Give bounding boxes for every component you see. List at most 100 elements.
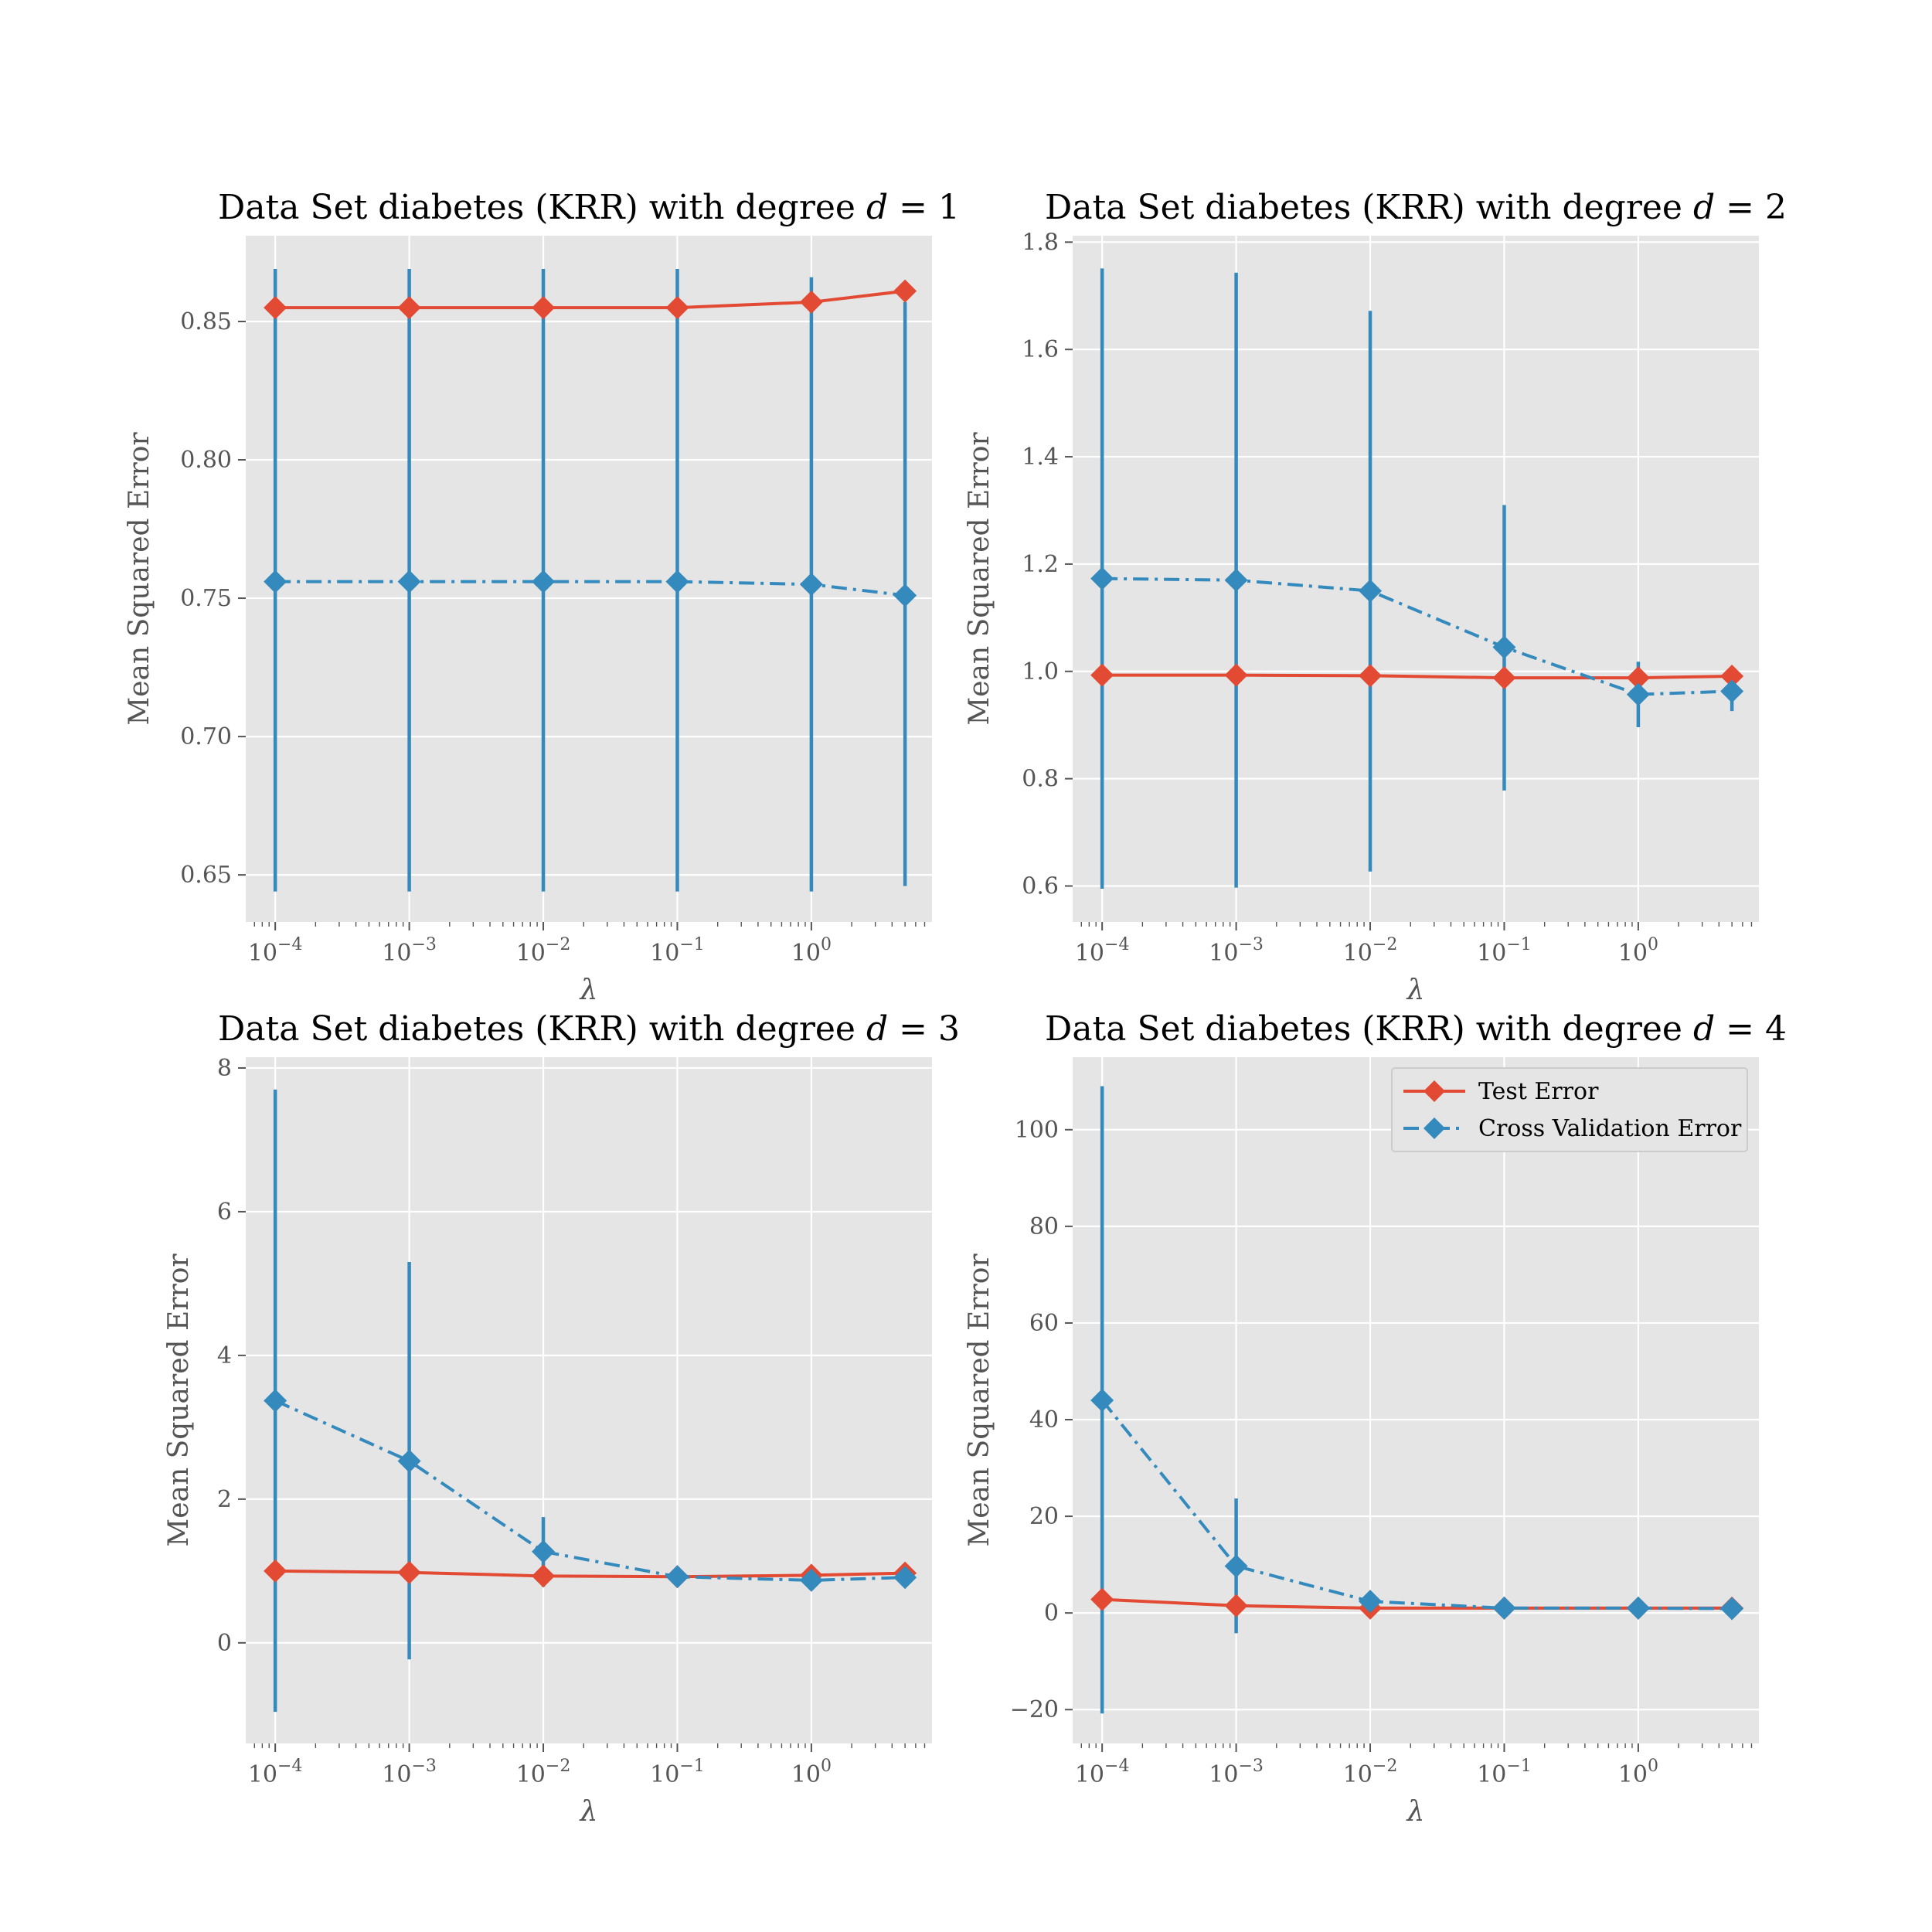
x-axis-label: λ bbox=[1406, 975, 1425, 1006]
legend-item-test-error: Test Error bbox=[1403, 1078, 1599, 1105]
test-error-line bbox=[1102, 1597, 1733, 1610]
y-tick-label: 6 bbox=[217, 1199, 232, 1226]
panel-title: Data Set diabetes (KRR) with degree d = … bbox=[218, 1009, 960, 1049]
y-tick-label: 40 bbox=[1029, 1406, 1059, 1434]
x-axis: 10−4 10−3 10−2 10−1 100 bbox=[1075, 1743, 1753, 1788]
y-tick-label: 2 bbox=[217, 1486, 232, 1513]
cv-error-point bbox=[264, 1389, 287, 1413]
x-axis-label: λ bbox=[579, 975, 598, 1006]
y-tick-label: 0 bbox=[217, 1630, 232, 1657]
x-tick-label: 10−3 bbox=[1209, 1757, 1264, 1788]
x-tick-label: 10−1 bbox=[650, 1757, 705, 1788]
y-tick-label: 1.2 bbox=[1022, 551, 1059, 578]
panel-title: Data Set diabetes (KRR) with degree d = … bbox=[1045, 188, 1787, 227]
x-tick-label: 10−4 bbox=[1075, 935, 1130, 967]
x-tick-label: 100 bbox=[1618, 935, 1658, 967]
cv-error-point bbox=[264, 570, 287, 594]
x-axis: 10−4 10−3 10−2 10−1 100 bbox=[1075, 922, 1753, 967]
test-error-line bbox=[275, 1569, 906, 1579]
plot-area bbox=[246, 1057, 932, 1743]
x-tick-label: 10−3 bbox=[382, 1757, 437, 1788]
x-tick-label: 10−2 bbox=[516, 935, 571, 967]
cv-error-point bbox=[1626, 682, 1650, 706]
cv-error-line bbox=[1102, 577, 1733, 696]
plot-marks bbox=[1090, 268, 1744, 889]
test-error-point bbox=[264, 1559, 287, 1583]
cv-error-point bbox=[1492, 635, 1516, 659]
legend-box bbox=[1391, 1067, 1748, 1152]
x-tick-label: 10−2 bbox=[1343, 1757, 1398, 1788]
x-axis: 10−4 10−3 10−2 10−1 100 bbox=[248, 1743, 926, 1788]
test-error-point bbox=[665, 296, 689, 320]
y-tick-label: −20 bbox=[1010, 1696, 1059, 1723]
x-tick-label: 100 bbox=[1618, 1757, 1658, 1788]
plot-marks bbox=[1090, 1086, 1744, 1714]
cv-error-point bbox=[893, 1566, 917, 1590]
legend-marker bbox=[1423, 1080, 1445, 1102]
test-error-point bbox=[397, 296, 421, 320]
chart-panel-3: 10−4 10−3 10−2 10−1 100 λ 0 2 4 6 8 Mean Squared Er… bbox=[163, 1009, 960, 1828]
y-tick-label: 8 bbox=[217, 1055, 232, 1082]
y-tick-label: 0.75 bbox=[180, 585, 232, 612]
y-axis: 0.6 0.8 1.0 1.2 1.4 1.6 1.8 bbox=[1022, 229, 1073, 900]
y-tick-label: 100 bbox=[1015, 1117, 1059, 1144]
test-error-point bbox=[1224, 663, 1248, 687]
cv-error-point bbox=[665, 1565, 689, 1589]
legend-label: Cross Validation Error bbox=[1478, 1115, 1742, 1142]
cv-error-point bbox=[1720, 1597, 1744, 1621]
x-tick-label: 10−2 bbox=[516, 1757, 571, 1788]
x-axis-label: λ bbox=[579, 1796, 598, 1828]
plot-marks bbox=[264, 268, 917, 892]
cv-error-point bbox=[799, 1568, 823, 1592]
cv-error-point bbox=[1720, 679, 1744, 703]
panel-title: Data Set diabetes (KRR) with degree d = … bbox=[218, 188, 960, 227]
chart-panel-4: 10−4 10−3 10−2 10−1 100 λ −20 0 20 40 60 80 100 Mean … bbox=[964, 1009, 1787, 1828]
x-tick-label: 10−4 bbox=[248, 1757, 303, 1788]
x-axis-label: λ bbox=[1406, 1796, 1425, 1828]
cv-error-point bbox=[1224, 1554, 1248, 1578]
y-tick-label: 1.8 bbox=[1022, 229, 1059, 256]
y-tick-label: 0 bbox=[1044, 1600, 1059, 1627]
cv-error-point bbox=[1224, 568, 1248, 592]
test-error-point bbox=[799, 290, 823, 314]
test-error-point bbox=[1090, 1587, 1114, 1611]
test-error-point bbox=[1359, 664, 1383, 688]
legend-label: Test Error bbox=[1478, 1078, 1599, 1105]
cv-error-point bbox=[397, 570, 421, 594]
x-tick-label: 100 bbox=[791, 1757, 832, 1788]
x-tick-label: 10−4 bbox=[248, 935, 303, 967]
y-tick-label: 1.0 bbox=[1022, 658, 1059, 685]
chart-panel-1: 10−4 10−3 10−2 10−1 100 λ 0.65 0.70 0.75 0.80 0.85… bbox=[124, 188, 960, 1006]
y-tick-label: 20 bbox=[1029, 1503, 1059, 1530]
test-error-point bbox=[397, 1560, 421, 1584]
y-tick-label: 60 bbox=[1029, 1310, 1059, 1337]
cv-error-line bbox=[1100, 1399, 1733, 1611]
test-error-point bbox=[1492, 666, 1516, 690]
test-error-point bbox=[532, 1564, 556, 1588]
cv-error-point bbox=[893, 583, 917, 607]
cv-error-point bbox=[1090, 1389, 1114, 1412]
y-tick-label: 1.4 bbox=[1022, 444, 1059, 471]
y-tick-label: 0.8 bbox=[1022, 766, 1059, 793]
x-tick-label: 10−3 bbox=[382, 935, 437, 967]
legend-marker bbox=[1423, 1117, 1445, 1139]
test-error-point bbox=[1626, 666, 1650, 690]
legend: Test Error Cross Validation Error bbox=[1391, 1067, 1748, 1152]
cv-error-point bbox=[532, 570, 556, 594]
test-error-point bbox=[532, 296, 556, 320]
x-axis: 10−4 10−3 10−2 10−1 100 bbox=[248, 922, 926, 967]
test-error-point bbox=[1090, 663, 1114, 687]
y-tick-label: 0.80 bbox=[180, 447, 232, 474]
cv-error-point bbox=[1359, 1590, 1383, 1614]
y-tick-label: 4 bbox=[217, 1342, 232, 1369]
test-error-line bbox=[275, 289, 906, 310]
panel-title: Data Set diabetes (KRR) with degree d = … bbox=[1045, 1009, 1787, 1049]
y-axis-label: Mean Squared Error bbox=[124, 432, 155, 726]
y-axis: 0.65 0.70 0.75 0.80 0.85 bbox=[180, 308, 246, 889]
test-error-point bbox=[893, 279, 917, 303]
plot-area bbox=[246, 236, 932, 922]
cv-error-point bbox=[397, 1449, 421, 1473]
plot-area bbox=[1073, 1057, 1759, 1743]
y-axis-label: Mean Squared Error bbox=[163, 1253, 195, 1547]
